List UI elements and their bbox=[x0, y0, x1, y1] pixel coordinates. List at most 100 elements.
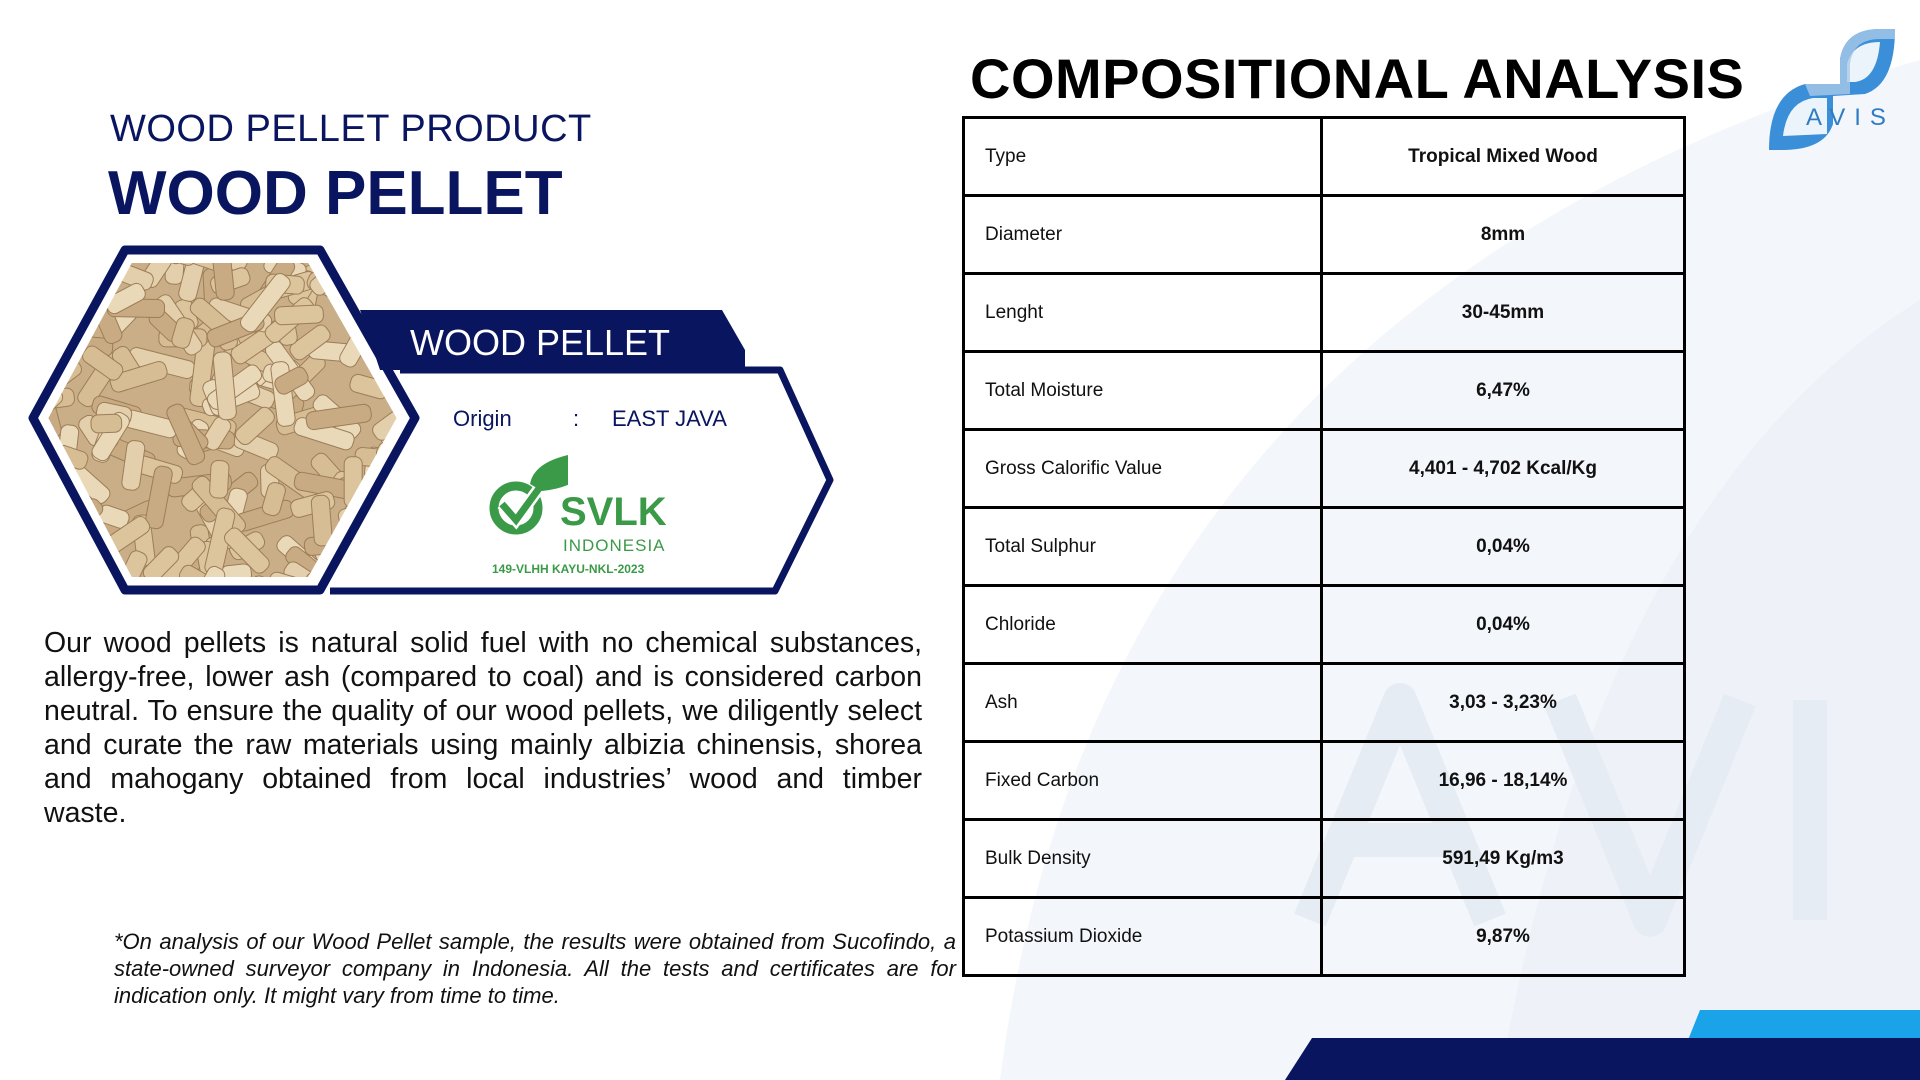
row-label: Chloride bbox=[962, 584, 1323, 665]
row-value: 8mm bbox=[1320, 194, 1686, 275]
avis-logo-text: AVIS bbox=[1806, 104, 1895, 131]
table-row: Bulk Density 591,49 Kg/m3 bbox=[962, 818, 1686, 899]
pellet bbox=[2, 520, 37, 539]
table-row: Type Tropical Mixed Wood bbox=[962, 116, 1686, 197]
footer-bar bbox=[1285, 1038, 1920, 1080]
row-label: Diameter bbox=[962, 194, 1323, 275]
pellet bbox=[353, 260, 375, 261]
pellet bbox=[45, 528, 84, 574]
row-label: Bulk Density bbox=[962, 818, 1323, 899]
row-label: Type bbox=[962, 116, 1323, 197]
row-label: Ash bbox=[962, 662, 1323, 743]
table-row: Lenght 30-45mm bbox=[962, 272, 1686, 353]
pellet bbox=[348, 268, 380, 296]
pellet bbox=[0, 580, 18, 610]
pellet bbox=[282, 230, 320, 243]
pellet bbox=[0, 337, 26, 384]
pellet bbox=[0, 307, 30, 340]
pellet bbox=[429, 245, 466, 277]
svlk-name: SVLK bbox=[560, 490, 667, 534]
pellet bbox=[166, 403, 206, 466]
footer-accent-light bbox=[1688, 1010, 1920, 1040]
pellet bbox=[171, 317, 195, 349]
pellet bbox=[210, 260, 235, 301]
pellet bbox=[186, 581, 236, 610]
pellet bbox=[45, 268, 60, 301]
pellet bbox=[310, 494, 333, 547]
pellet bbox=[235, 406, 275, 446]
pellet bbox=[11, 335, 36, 406]
pellet bbox=[176, 260, 209, 266]
pellet bbox=[421, 230, 479, 249]
pellet bbox=[305, 403, 372, 431]
product-subtitle: WOOD PELLET PRODUCT bbox=[110, 108, 592, 150]
pellet bbox=[0, 399, 11, 431]
pellet bbox=[45, 517, 79, 546]
row-value: 16,96 - 18,14% bbox=[1320, 740, 1686, 821]
pellet bbox=[51, 297, 74, 333]
table-row: Diameter 8mm bbox=[962, 194, 1686, 275]
origin-value: EAST JAVA bbox=[612, 406, 727, 431]
row-value: 591,49 Kg/m3 bbox=[1320, 818, 1686, 899]
row-label: Potassium Dioxide bbox=[962, 896, 1323, 977]
table-row: Total Moisture 6,47% bbox=[962, 350, 1686, 431]
origin-separator: : bbox=[573, 406, 580, 431]
svlk-country: INDONESIA bbox=[563, 536, 666, 555]
pellet bbox=[274, 304, 324, 326]
pellet bbox=[431, 283, 466, 311]
pellet bbox=[209, 459, 230, 499]
pellet bbox=[47, 271, 89, 316]
pellet bbox=[45, 296, 58, 332]
pellet bbox=[121, 440, 146, 491]
pellet bbox=[356, 230, 425, 254]
pellet bbox=[0, 424, 29, 474]
pellet bbox=[42, 230, 112, 256]
banner-title: WOOD PELLET bbox=[410, 322, 671, 363]
table-row: Gross Calorific Value 4,401 - 4,702 Kcal/… bbox=[962, 428, 1686, 509]
analysis-footnote: *On analysis of our Wood Pellet sample, … bbox=[114, 929, 956, 1008]
pellet bbox=[109, 361, 168, 393]
pellet bbox=[0, 260, 36, 317]
table-row: Ash 3,03 - 3,23% bbox=[962, 662, 1686, 743]
row-label: Gross Calorific Value bbox=[962, 428, 1323, 509]
pellet bbox=[45, 276, 60, 307]
row-value: 0,04% bbox=[1320, 584, 1686, 665]
row-value: 30-45mm bbox=[1320, 272, 1686, 353]
analysis-title: COMPOSITIONAL ANALYSIS bbox=[970, 47, 1745, 110]
pellet bbox=[45, 494, 60, 531]
row-label: Total Sulphur bbox=[962, 506, 1323, 587]
table-row: Fixed Carbon 16,96 - 18,14% bbox=[962, 740, 1686, 821]
table-row: Total Sulphur 0,04% bbox=[962, 506, 1686, 587]
pellet bbox=[60, 232, 94, 257]
product-description: Our wood pellets is natural solid fuel w… bbox=[44, 627, 922, 829]
product-title: WOOD PELLET bbox=[108, 159, 563, 228]
table-row: Chloride 0,04% bbox=[962, 584, 1686, 665]
pellet bbox=[289, 324, 331, 361]
analysis-table: Type Tropical Mixed Wood Diameter 8mm Lenght… bbox=[962, 116, 1686, 977]
pellet bbox=[432, 237, 453, 304]
row-label: Total Moisture bbox=[962, 350, 1323, 431]
pellet bbox=[46, 260, 116, 264]
pellet bbox=[274, 366, 309, 395]
pellet bbox=[66, 584, 90, 610]
pellet bbox=[239, 273, 291, 333]
pellet bbox=[82, 345, 124, 381]
pellet bbox=[45, 260, 52, 286]
pellet bbox=[385, 265, 400, 293]
pellet bbox=[45, 552, 53, 577]
pellet bbox=[45, 295, 62, 327]
row-value: 3,03 - 3,23% bbox=[1320, 662, 1686, 743]
row-value: Tropical Mixed Wood bbox=[1320, 116, 1686, 197]
pellet bbox=[224, 527, 270, 574]
pellet bbox=[212, 351, 237, 421]
avis-logo-icon bbox=[1769, 29, 1895, 150]
row-label: Lenght bbox=[962, 272, 1323, 353]
pellet bbox=[45, 260, 89, 262]
pellet bbox=[90, 413, 123, 434]
pellet bbox=[58, 569, 115, 580]
pellet bbox=[45, 285, 69, 319]
pellet bbox=[0, 340, 36, 379]
svlk-logo: SVLK INDONESIA 149-VLHH KAYU-NKL-2023 bbox=[488, 446, 673, 582]
table-row: Potassium Dioxide 9,87% bbox=[962, 896, 1686, 977]
origin-label: Origin bbox=[453, 406, 512, 431]
